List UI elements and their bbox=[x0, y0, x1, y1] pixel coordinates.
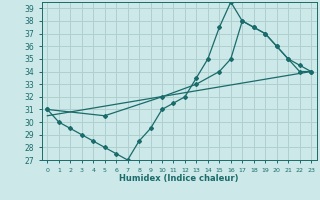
X-axis label: Humidex (Indice chaleur): Humidex (Indice chaleur) bbox=[119, 174, 239, 183]
